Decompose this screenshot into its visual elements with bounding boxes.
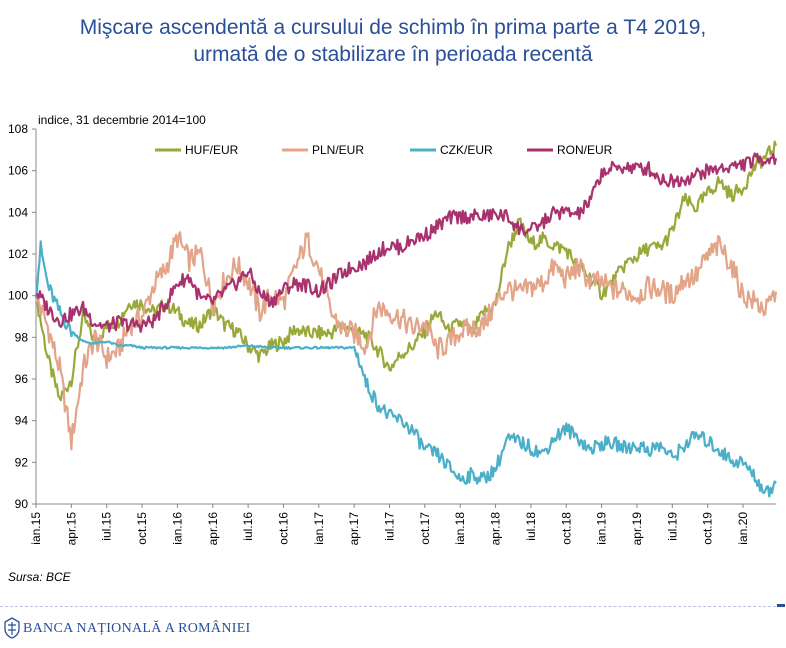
- legend-label-czk-eur: CZK/EUR: [440, 143, 493, 157]
- footer-accent: [777, 604, 785, 607]
- y-tick-label: 100: [8, 289, 28, 303]
- x-tick-label: apr.17: [347, 512, 361, 546]
- x-tick-label: ian.16: [170, 512, 184, 545]
- x-tick-label: ian.18: [453, 512, 467, 545]
- y-tick-label: 98: [15, 330, 29, 344]
- x-tick-label: iul.18: [524, 512, 538, 541]
- series-line-ron-eur: [35, 152, 778, 333]
- y-tick-label: 92: [15, 455, 29, 469]
- series-line-huf-eur: [34, 140, 778, 402]
- x-tick-label: ian.20: [736, 512, 750, 545]
- x-tick-label: iul.19: [665, 512, 679, 541]
- x-tick-label: ian.17: [312, 512, 326, 545]
- series-line-czk-eur: [34, 240, 777, 498]
- y-tick-label: 104: [8, 205, 28, 219]
- legend-label-pln-eur: PLN/EUR: [312, 143, 364, 157]
- x-tick-label: iul.15: [100, 512, 114, 541]
- y-tick-label: 94: [15, 414, 29, 428]
- y-tick-label: 96: [15, 372, 29, 386]
- x-tick-label: apr.15: [64, 512, 78, 546]
- chart-title-line-1: Mişcare ascendentă a cursului de schimb …: [79, 16, 707, 39]
- x-tick-label: apr.18: [489, 512, 503, 546]
- y-tick-label: 106: [8, 164, 28, 178]
- source-note: Sursa: BCE: [8, 570, 71, 584]
- bnr-logo-icon: [4, 617, 20, 639]
- x-tick-label: apr.19: [630, 512, 644, 546]
- legend-label-ron-eur: RON/EUR: [557, 143, 613, 157]
- x-tick-label: oct.19: [701, 512, 715, 545]
- chart-title: Mişcare ascendentă a cursului de schimb …: [0, 14, 786, 68]
- x-tick-label: ian.19: [595, 512, 609, 545]
- y-tick-label: 102: [8, 247, 28, 261]
- x-tick-label: apr.16: [206, 512, 220, 546]
- x-tick-label: oct.17: [418, 512, 432, 545]
- footer-bank-name: BANCA NAȚIONALĂ A ROMÂNIEI: [23, 621, 251, 636]
- exchange-rate-chart: 90 92 94 96 98 100 102 104 106 108 ian.15 apr.15 iul…: [8, 122, 778, 546]
- x-tick-label: ian.15: [29, 512, 43, 545]
- x-tick-label: iul.16: [241, 512, 255, 541]
- x-tick-label: oct.16: [276, 512, 290, 545]
- legend-label-huf-eur: HUF/EUR: [185, 143, 239, 157]
- series-line-pln-eur: [34, 231, 778, 451]
- y-tick-label: 108: [8, 122, 28, 136]
- footer-divider: [0, 606, 776, 608]
- x-tick-label: iul.17: [383, 512, 397, 541]
- x-tick-label: oct.18: [559, 512, 573, 545]
- x-tick-label: oct.15: [135, 512, 149, 545]
- y-tick-label: 90: [15, 497, 29, 511]
- y-axis-unit-label: indice, 31 decembrie 2014=100: [38, 113, 206, 127]
- chart-title-line-2: urmată de o stabilizare în perioada rece…: [193, 43, 593, 66]
